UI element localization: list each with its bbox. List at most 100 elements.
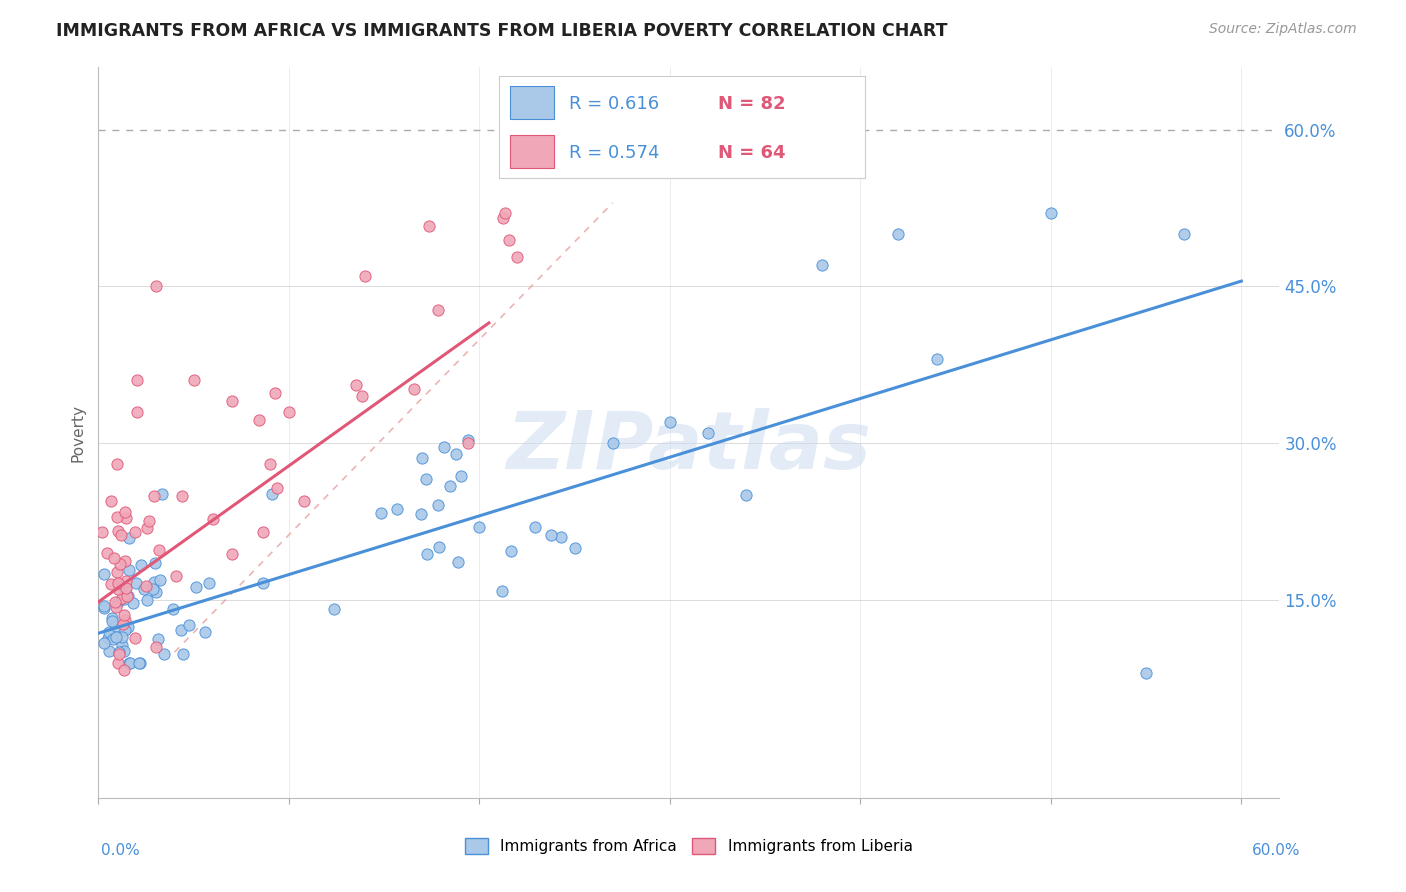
Point (1135, 665, 1157, 680)
Text: IMMIGRANTS FROM AFRICA VS IMMIGRANTS FROM LIBERIA POVERTY CORRELATION CHART: IMMIGRANTS FROM AFRICA VS IMMIGRANTS FRO… (56, 22, 948, 40)
Text: N = 82: N = 82 (718, 95, 786, 112)
Text: R = 0.616: R = 0.616 (568, 95, 659, 112)
Point (117, 589, 139, 603)
Point (165, 568, 187, 582)
Point (277, 405, 299, 419)
Point (354, 268, 377, 283)
Point (179, 618, 201, 632)
Point (426, 498, 449, 512)
Point (115, 581, 138, 595)
Point (184, 580, 207, 594)
Point (150, 487, 173, 501)
Point (194, 625, 217, 640)
Point (118, 563, 141, 577)
FancyBboxPatch shape (510, 87, 554, 119)
Point (148, 573, 170, 587)
Point (107, 565, 129, 579)
Point (498, 233, 520, 247)
Point (457, 433, 479, 447)
Point (221, 394, 243, 409)
Point (118, 656, 141, 670)
Point (122, 597, 145, 611)
Point (93, 601, 115, 615)
Point (402, 383, 425, 397)
Point (292, 494, 315, 508)
Point (499, 544, 522, 558)
Point (143, 574, 166, 589)
Point (350, 389, 373, 403)
Point (112, 644, 135, 658)
Point (468, 519, 491, 533)
Point (112, 617, 135, 632)
Text: R = 0.574: R = 0.574 (568, 144, 659, 161)
Text: 0.0%: 0.0% (101, 843, 141, 857)
Point (107, 582, 129, 596)
Point (117, 620, 139, 634)
Point (172, 647, 194, 661)
Y-axis label: Poverty: Poverty (70, 403, 86, 462)
Point (1039, 206, 1062, 220)
Point (108, 645, 131, 659)
Point (323, 602, 346, 616)
Point (152, 647, 174, 661)
Point (427, 303, 450, 318)
Point (198, 575, 221, 590)
Point (100, 493, 122, 508)
Point (108, 557, 131, 571)
Point (124, 632, 146, 646)
Point (145, 279, 167, 293)
Point (103, 550, 125, 565)
Point (170, 623, 193, 637)
Point (143, 556, 166, 570)
Point (260, 487, 283, 501)
Point (221, 547, 243, 561)
Point (201, 511, 224, 525)
Point (418, 219, 440, 234)
Legend: Immigrants from Africa, Immigrants from Liberia: Immigrants from Africa, Immigrants from … (460, 832, 918, 860)
Point (101, 615, 124, 629)
Point (491, 583, 513, 598)
Point (252, 575, 274, 590)
Text: ZIPatlas: ZIPatlas (506, 409, 872, 486)
Point (444, 447, 467, 461)
Point (494, 206, 516, 220)
Point (124, 524, 146, 539)
Point (385, 501, 408, 516)
Point (105, 618, 128, 632)
Point (162, 602, 184, 616)
Point (96, 546, 118, 560)
Point (105, 510, 128, 524)
Point (118, 656, 141, 670)
Point (93, 567, 115, 582)
Point (101, 611, 124, 625)
Point (138, 514, 160, 528)
Point (110, 528, 132, 542)
Point (142, 582, 165, 596)
Point (93, 599, 115, 613)
Point (409, 507, 432, 521)
Point (887, 227, 910, 241)
Point (98, 643, 121, 657)
Point (107, 595, 129, 609)
Point (252, 524, 274, 539)
Point (183, 373, 205, 387)
Point (145, 585, 167, 599)
Point (564, 541, 586, 555)
Point (433, 441, 456, 455)
Point (415, 472, 437, 486)
Point (146, 632, 169, 647)
Point (411, 450, 433, 465)
Point (811, 259, 834, 273)
Point (111, 630, 134, 644)
Point (114, 582, 136, 596)
Point (107, 656, 129, 670)
Point (114, 554, 136, 568)
Point (128, 656, 150, 670)
Point (117, 531, 139, 545)
Point (136, 521, 159, 535)
Point (93, 636, 115, 650)
Point (523, 520, 546, 534)
Point (602, 436, 624, 450)
Point (105, 630, 128, 644)
Point (925, 352, 948, 367)
